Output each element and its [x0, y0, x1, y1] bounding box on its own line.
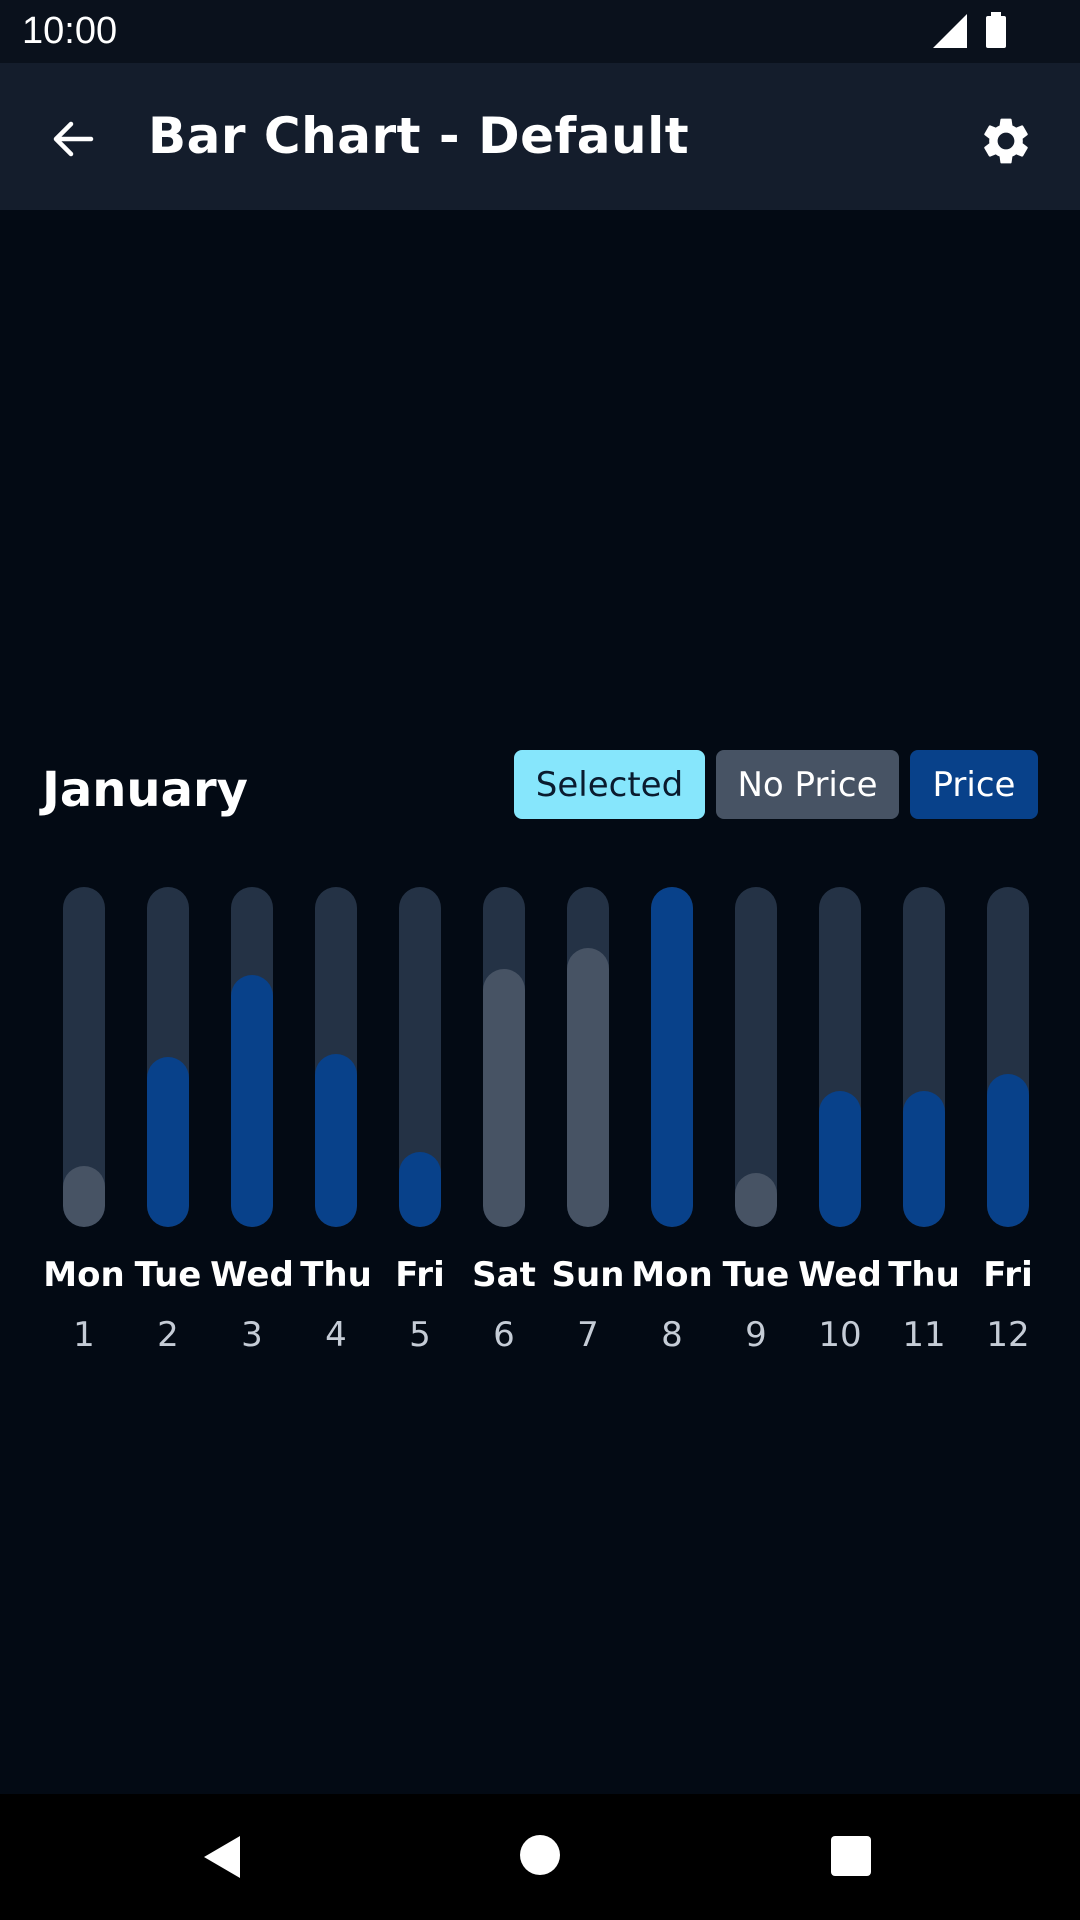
bar-date-label: 2 [157, 1315, 179, 1355]
battery-icon [986, 12, 1006, 48]
bar-column[interactable]: Wed 10 [798, 885, 882, 1355]
bar [567, 948, 609, 1227]
bar-date-label: 8 [661, 1315, 683, 1355]
bar-date-label: 6 [493, 1315, 515, 1355]
bar-date-label: 4 [325, 1315, 347, 1355]
bar-track [315, 887, 357, 1227]
bar-day-label: Thu [300, 1255, 372, 1295]
bar-date-label: 11 [902, 1315, 946, 1355]
bar-day-label: Sat [472, 1255, 536, 1295]
bar [903, 1091, 945, 1227]
bar-day-label: Fri [395, 1255, 445, 1295]
bar-column[interactable]: Thu 4 [294, 885, 378, 1355]
bar-track [903, 887, 945, 1227]
gear-icon [984, 118, 1028, 164]
nav-recents-icon[interactable] [831, 1836, 871, 1876]
legend-price: Price [910, 750, 1038, 819]
bar-column[interactable]: Fri 12 [966, 885, 1050, 1355]
bar-column[interactable]: Sun 7 [546, 885, 630, 1355]
bar-column[interactable]: Sat 6 [462, 885, 546, 1355]
bar-date-label: 5 [409, 1315, 431, 1355]
bar [231, 975, 273, 1227]
bar-date-label: 9 [745, 1315, 767, 1355]
bar-track [651, 887, 693, 1227]
bar-column[interactable]: Mon 1 [42, 885, 126, 1355]
back-button[interactable] [30, 96, 116, 182]
bar-track [567, 887, 609, 1227]
bar-day-label: Mon [43, 1255, 125, 1295]
bar-day-label: Sun [551, 1255, 625, 1295]
bar-date-label: 3 [241, 1315, 263, 1355]
bar-column[interactable]: Fri 5 [378, 885, 462, 1355]
bar-chart: Mon 1 Tue 2 Wed 3 Thu 4 Fri 5 Sat 6 Sun 7 Mon 8 Tue 9 Wed 1… [0, 885, 1080, 1355]
bar [483, 969, 525, 1227]
settings-button[interactable] [966, 101, 1046, 181]
arrow-back-icon [53, 121, 94, 157]
bar-date-label: 1 [73, 1315, 95, 1355]
bar-column[interactable]: Thu 11 [882, 885, 966, 1355]
bar-track [483, 887, 525, 1227]
app-bar: Bar Chart - Default [0, 63, 1080, 210]
bar-day-label: Fri [983, 1255, 1033, 1295]
bar [399, 1152, 441, 1227]
bar-track [399, 887, 441, 1227]
nav-home-icon[interactable] [520, 1835, 560, 1875]
bar-day-label: Wed [798, 1255, 882, 1295]
bar-date-label: 10 [818, 1315, 862, 1355]
bar-track [987, 887, 1029, 1227]
bar [819, 1091, 861, 1227]
bar-track [735, 887, 777, 1227]
legend-no-price: No Price [716, 750, 899, 819]
bar-track [231, 887, 273, 1227]
bar [651, 887, 693, 1227]
bar-day-label: Wed [210, 1255, 294, 1295]
bar-day-label: Mon [631, 1255, 713, 1295]
legend-selected: Selected [514, 750, 705, 819]
status-time: 10:00 [22, 10, 118, 52]
bar-column[interactable]: Wed 3 [210, 885, 294, 1355]
bar-date-label: 7 [577, 1315, 599, 1355]
signal-icon [933, 14, 967, 48]
bar [987, 1074, 1029, 1227]
nav-back-icon[interactable] [200, 1834, 246, 1880]
bar-track [147, 887, 189, 1227]
bar [63, 1166, 105, 1227]
page-title: Bar Chart - Default [148, 107, 690, 165]
bar-column[interactable]: Tue 9 [714, 885, 798, 1355]
bar [735, 1173, 777, 1227]
bar-track [819, 887, 861, 1227]
bar-date-label: 12 [986, 1315, 1030, 1355]
month-title: January [42, 762, 248, 818]
bar [147, 1057, 189, 1227]
navigation-bar [0, 1794, 1080, 1920]
bar [315, 1054, 357, 1227]
bar-day-label: Tue [722, 1255, 790, 1295]
status-bar: 10:00 [0, 0, 1080, 63]
bar-track [63, 887, 105, 1227]
bar-day-label: Thu [888, 1255, 960, 1295]
bar-day-label: Tue [134, 1255, 202, 1295]
bar-column[interactable]: Tue 2 [126, 885, 210, 1355]
bar-column[interactable]: Mon 8 [630, 885, 714, 1355]
